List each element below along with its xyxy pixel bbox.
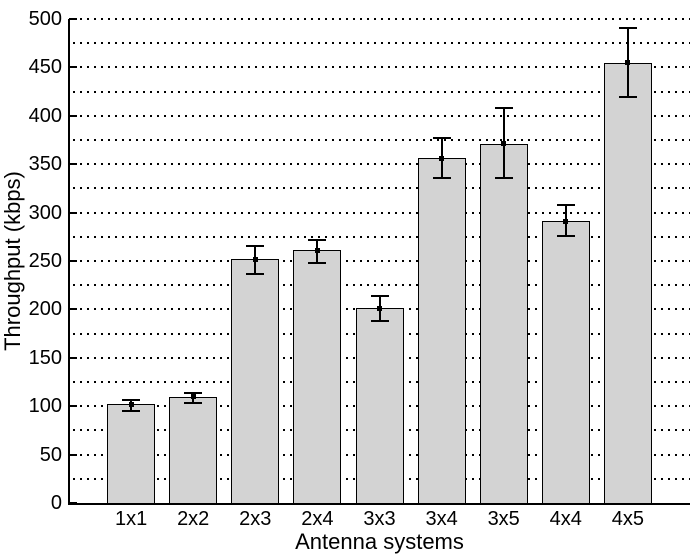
gridline: [73, 66, 690, 69]
error-bar-marker: [439, 155, 445, 161]
x-tick-label: 2x3: [239, 508, 272, 530]
gridline: [73, 211, 690, 214]
error-bar-cap-top: [122, 399, 141, 402]
error-bar-cap-bottom: [370, 320, 389, 323]
x-tick-label: 4x5: [611, 508, 645, 530]
x-tick-label: 4x4: [549, 508, 582, 530]
gridline: [73, 187, 690, 190]
error-bar-cap-top: [308, 238, 327, 241]
x-tick-label: 1x1: [114, 508, 148, 530]
error-bar-marker: [501, 141, 507, 147]
x-tick-label: 2x4: [301, 508, 334, 530]
gridline: [73, 139, 690, 141]
error-bar-cap-top: [494, 107, 513, 110]
bar: [603, 62, 652, 505]
error-bar-marker: [625, 60, 631, 66]
error-bar-marker: [128, 401, 134, 407]
x-tick-label: 3x3: [363, 508, 396, 530]
gridline: [73, 114, 690, 117]
x-axis-title: Antenna systems: [295, 529, 464, 554]
y-tick-label: 300: [28, 201, 62, 224]
error-bar-marker: [190, 394, 196, 400]
x-tick-label: 3x5: [487, 508, 520, 530]
error-bar-cap-top: [184, 391, 203, 394]
y-tick-label: 0: [50, 492, 62, 514]
y-tick: [69, 114, 77, 117]
gridline: [73, 235, 690, 238]
y-tick-label: 350: [28, 153, 62, 176]
y-tick: [69, 260, 77, 262]
gridline: [73, 90, 690, 93]
bar: [479, 143, 528, 505]
error-bar-cap-top: [246, 244, 265, 247]
bar: [231, 259, 280, 505]
y-tick: [69, 356, 77, 359]
bar: [293, 250, 342, 505]
bar: [417, 158, 466, 505]
y-tick-label: 50: [39, 443, 62, 466]
error-bar-cap-top: [556, 203, 575, 206]
y-tick-label: 400: [28, 104, 62, 127]
error-bar-marker: [314, 247, 320, 253]
error-bar-cap-bottom: [432, 176, 451, 179]
y-tick-label: 150: [28, 346, 62, 369]
bar: [107, 404, 156, 505]
y-tick: [69, 211, 77, 214]
error-bar-cap-top: [432, 137, 451, 140]
y-tick: [69, 308, 77, 311]
x-tick-label: 3x4: [425, 508, 458, 530]
error-bar-marker: [252, 256, 258, 262]
x-tick-label: 2x2: [177, 508, 210, 530]
gridline: [73, 284, 690, 287]
bar: [355, 308, 404, 505]
y-tick: [69, 453, 77, 456]
y-tick: [69, 405, 77, 408]
gridline: [73, 42, 690, 45]
gridline: [73, 260, 690, 262]
error-bar-cap-bottom: [246, 272, 265, 275]
error-bar-marker: [377, 305, 382, 311]
y-tick-label: 250: [28, 250, 62, 272]
error-bar-cap-bottom: [618, 96, 637, 99]
x-axis-line: [68, 503, 690, 505]
y-tick: [69, 66, 77, 69]
y-tick-label: 100: [28, 395, 62, 418]
y-tick: [69, 502, 77, 504]
bar: [541, 221, 590, 505]
error-bar-cap-top: [618, 26, 637, 29]
y-tick: [69, 18, 77, 20]
error-bar-cap-top: [370, 294, 389, 297]
gridline: [73, 163, 690, 166]
gridline: [73, 18, 690, 20]
error-bar-cap-bottom: [184, 402, 203, 405]
y-axis-line: [68, 19, 70, 505]
error-bar-cap-bottom: [122, 410, 141, 413]
error-bar-cap-bottom: [556, 234, 575, 237]
y-tick: [69, 163, 77, 166]
y-tick-label: 200: [28, 298, 62, 321]
y-tick-label: 450: [28, 56, 62, 79]
error-bar-cap-bottom: [308, 261, 327, 264]
bar: [169, 396, 218, 505]
error-bar-cap-bottom: [494, 176, 513, 179]
y-tick-label: 500: [28, 8, 62, 30]
error-bar-marker: [563, 218, 569, 224]
